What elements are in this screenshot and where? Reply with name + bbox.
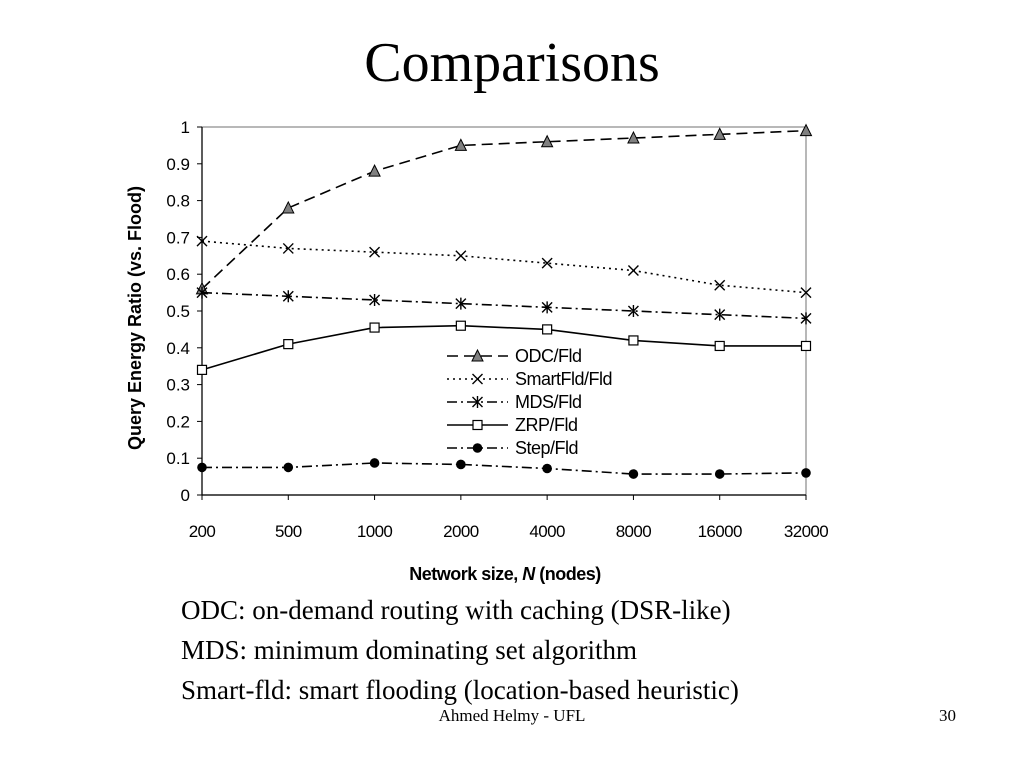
data-point bbox=[283, 462, 294, 473]
y-axis-label: Query Energy Ratio (vs. Flood) bbox=[125, 186, 145, 450]
y-tick-label: 0.5 bbox=[166, 302, 190, 321]
y-tick-label: 0.7 bbox=[166, 228, 190, 247]
legend-label: ZRP/Fld bbox=[515, 415, 578, 435]
data-point bbox=[714, 308, 726, 321]
y-tick-label: 0.4 bbox=[166, 339, 190, 358]
x-tick-label: 200 bbox=[189, 522, 216, 541]
data-point bbox=[541, 301, 553, 314]
series-smartfld-fld bbox=[196, 235, 812, 299]
y-tick-label: 0.9 bbox=[166, 155, 190, 174]
series-zrp-fld bbox=[196, 320, 812, 375]
y-tick-label: 0.6 bbox=[166, 265, 190, 284]
data-point bbox=[628, 335, 639, 346]
data-point bbox=[196, 364, 208, 375]
acronym-notes: ODC: on-demand routing with caching (DSR… bbox=[181, 590, 739, 710]
data-point bbox=[800, 312, 812, 325]
series-odc-fld bbox=[195, 123, 813, 295]
data-point bbox=[627, 305, 639, 317]
legend-marker bbox=[472, 373, 483, 385]
data-point bbox=[369, 246, 381, 258]
x-tick-label: 2000 bbox=[443, 522, 479, 541]
note-smart-fld: Smart-fld: smart flooding (location-base… bbox=[181, 675, 739, 705]
data-point bbox=[800, 287, 812, 299]
data-point bbox=[456, 459, 466, 470]
data-point bbox=[542, 324, 553, 335]
page-number: 30 bbox=[939, 706, 956, 725]
data-point bbox=[540, 134, 554, 148]
x-tick-label: 8000 bbox=[616, 522, 652, 541]
legend-marker bbox=[472, 419, 483, 431]
data-point bbox=[282, 242, 294, 254]
series-line bbox=[202, 462, 807, 475]
series-mds-fld bbox=[196, 286, 812, 325]
data-point bbox=[800, 340, 812, 352]
data-point bbox=[283, 339, 294, 350]
legend: ODC/Fld SmartFld/Fld MDS/Fld ZRP/Fld Step/Fl… bbox=[447, 346, 613, 458]
data-point bbox=[455, 320, 466, 331]
series-line bbox=[201, 240, 807, 294]
data-point bbox=[369, 293, 381, 306]
series-step-fld bbox=[197, 458, 811, 479]
data-point bbox=[281, 200, 295, 214]
y-tick-label: 0.1 bbox=[166, 449, 190, 468]
data-point bbox=[369, 458, 380, 468]
y-tick-label: 1 bbox=[181, 118, 190, 137]
data-point bbox=[628, 469, 639, 479]
legend-label: ODC/Fld bbox=[515, 346, 582, 366]
data-point bbox=[455, 297, 467, 310]
series-line bbox=[201, 129, 807, 290]
data-point bbox=[282, 290, 294, 303]
footer-author: Ahmed Helmy - UFL bbox=[438, 706, 586, 725]
data-point bbox=[196, 235, 208, 247]
data-point bbox=[454, 138, 468, 151]
line-chart: 0 0.1 0.2 0.3 0.4 0.5 0.6 0.7 0.8 0.9 1 200 500 1000… bbox=[125, 118, 829, 584]
data-point bbox=[627, 265, 639, 277]
data-point bbox=[714, 279, 726, 291]
x-tick-label: 16000 bbox=[698, 522, 742, 541]
data-point bbox=[801, 468, 811, 478]
legend-label: MDS/Fld bbox=[515, 392, 582, 412]
data-point bbox=[541, 257, 553, 269]
note-mds: MDS: minimum dominating set algorithm bbox=[181, 635, 637, 665]
data-point bbox=[196, 286, 208, 299]
x-tick-label: 500 bbox=[275, 522, 302, 541]
x-tick-label: 4000 bbox=[529, 522, 565, 541]
data-point bbox=[714, 340, 725, 352]
legend-label: SmartFld/Fld bbox=[515, 369, 612, 389]
data-point bbox=[542, 463, 552, 474]
data-point bbox=[713, 127, 727, 140]
y-tick-label: 0.2 bbox=[166, 412, 190, 431]
data-point bbox=[369, 322, 380, 333]
legend-marker bbox=[472, 396, 483, 408]
legend-label: Step/Fld bbox=[515, 438, 578, 458]
x-tick-label: 32000 bbox=[784, 522, 828, 541]
note-odc: ODC: on-demand routing with caching (DSR… bbox=[181, 595, 731, 625]
y-tick-label: 0.3 bbox=[166, 376, 190, 395]
legend-marker bbox=[472, 443, 483, 453]
data-point bbox=[197, 462, 207, 473]
x-tick-label: 1000 bbox=[357, 522, 393, 541]
y-tick-label: 0 bbox=[181, 486, 190, 505]
series-line bbox=[201, 324, 806, 371]
data-point bbox=[455, 250, 467, 262]
data-point bbox=[627, 130, 640, 144]
data-point bbox=[799, 123, 813, 137]
slide-title: Comparisons bbox=[364, 32, 660, 94]
data-point bbox=[368, 164, 381, 177]
x-axis-label: Network size, N (nodes) bbox=[409, 564, 601, 584]
y-tick-label: 0.8 bbox=[166, 192, 190, 211]
data-point bbox=[714, 469, 725, 479]
series-line bbox=[201, 291, 807, 320]
legend-marker bbox=[471, 348, 484, 362]
